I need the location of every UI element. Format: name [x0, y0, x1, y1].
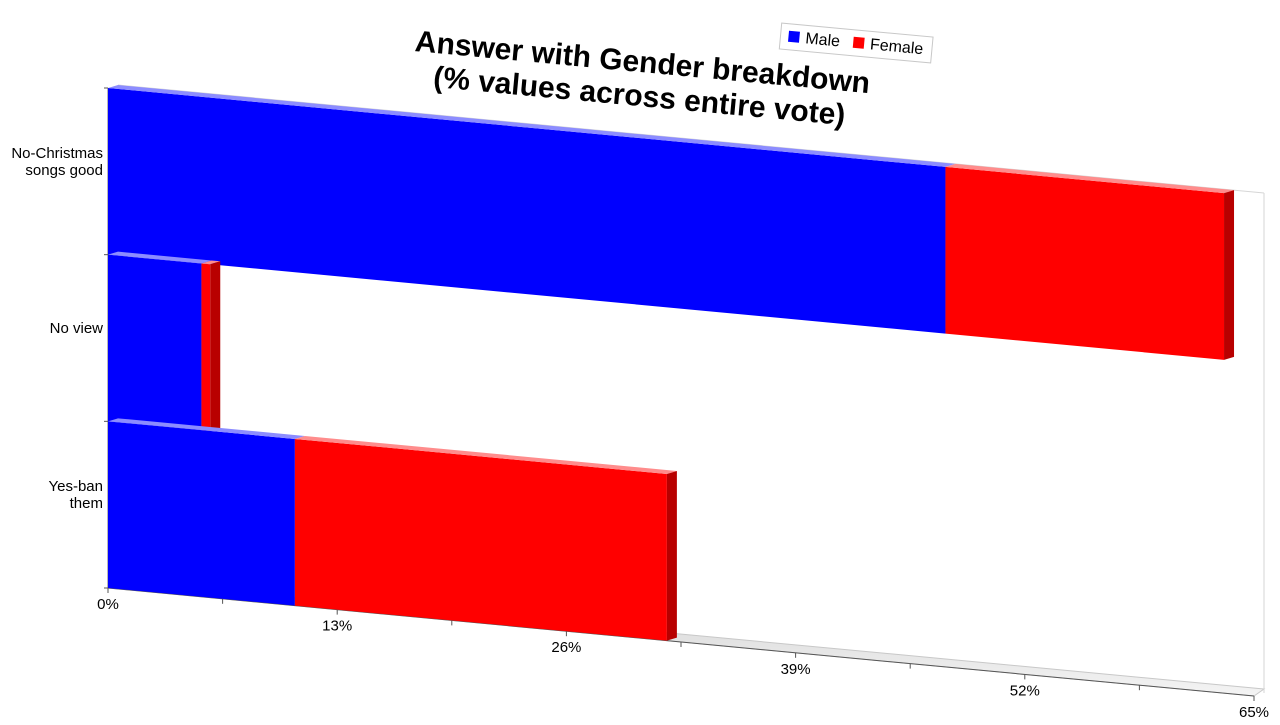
x-tick-label: 0% [97, 596, 119, 613]
bar-male-2 [108, 421, 295, 606]
category-label: them [70, 495, 103, 512]
bar-female-1 [201, 263, 211, 431]
bar-male-0 [108, 88, 946, 334]
x-tick-label: 52% [1010, 682, 1040, 699]
bar-top-female-1 [201, 260, 221, 265]
bar-top-male-2 [108, 418, 305, 439]
bar-top-female-2 [294, 435, 677, 475]
x-tick-label: 65% [1239, 704, 1269, 720]
bar-top-female-0 [945, 163, 1235, 194]
legend-label-female: Female [869, 36, 924, 58]
category-label: Yes-ban [49, 478, 104, 495]
bar-side-2 [666, 471, 677, 641]
legend-swatch-female [852, 36, 865, 49]
bar-top-male-1 [108, 251, 212, 264]
bars-group [108, 85, 1235, 641]
legend: Male Female [778, 22, 934, 64]
bar-side-0 [1224, 190, 1235, 360]
legend-swatch-male [788, 30, 800, 43]
bar-male-1 [108, 254, 202, 431]
bar-top-male-0 [108, 85, 956, 167]
bar-female-0 [945, 166, 1225, 360]
x-tick-label: 13% [322, 618, 352, 635]
legend-label-male: Male [805, 30, 841, 50]
category-label: songs good [25, 162, 103, 179]
x-tick-label: 26% [551, 639, 581, 656]
category-label: No-Christmas [11, 145, 103, 162]
x-tick-label: 39% [781, 661, 811, 678]
bar-side-1 [210, 261, 221, 431]
category-label: No view [50, 320, 104, 337]
legend-box: Male Female [778, 22, 934, 64]
bar-female-2 [294, 438, 667, 641]
